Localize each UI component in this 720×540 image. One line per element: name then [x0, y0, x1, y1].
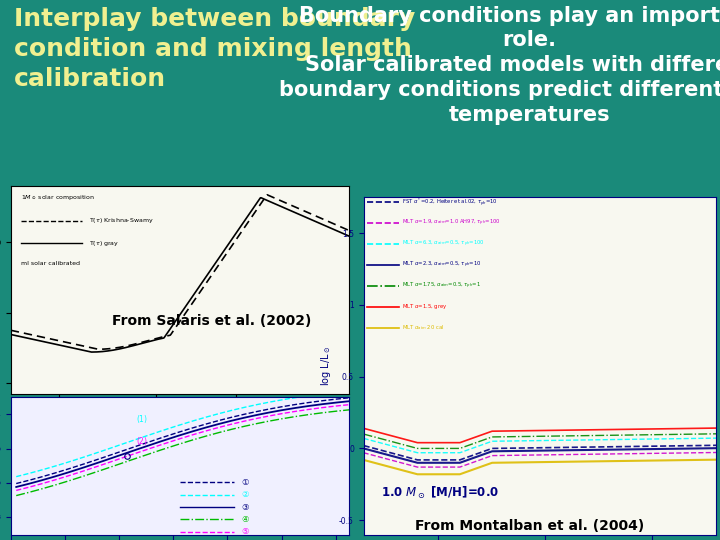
Text: 1.0 $M_\odot$ [M/H]=0.0: 1.0 $M_\odot$ [M/H]=0.0 — [382, 485, 500, 501]
Text: $1M_\odot$ solar composition: $1M_\odot$ solar composition — [21, 193, 94, 201]
Text: Interplay between boundary
condition and mixing length
calibration: Interplay between boundary condition and… — [14, 8, 415, 91]
Text: From Montalban et al. (2004): From Montalban et al. (2004) — [415, 519, 644, 534]
Text: ④: ④ — [241, 515, 248, 524]
Text: ml solar calibrated: ml solar calibrated — [21, 261, 80, 266]
Text: From Salaris et al. (2002): From Salaris et al. (2002) — [112, 314, 312, 328]
Text: MLT $\alpha$=1.75, $\alpha_{atm}$=0.5, $\tau_{ph}$=1: MLT $\alpha$=1.75, $\alpha_{atm}$=0.5, $… — [402, 281, 482, 291]
Text: MLT $\alpha$=6.3, $\alpha_{atm}$=0.5, $\tau_{ph}$=100: MLT $\alpha$=6.3, $\alpha_{atm}$=0.5, $\… — [402, 239, 485, 249]
Text: Boundary conditions play an important
role.
Solar calibrated models with differe: Boundary conditions play an important ro… — [279, 5, 720, 125]
Text: $\it{(2)}$: $\it{(2)}$ — [136, 435, 148, 448]
Text: T($\tau$) Krishna-Swamy: T($\tau$) Krishna-Swamy — [89, 216, 153, 225]
Text: MLT $\alpha$=1.9, $\alpha_{atm}$=1.0 AH97, $\tau_{ph}$=100: MLT $\alpha$=1.9, $\alpha_{atm}$=1.0 AH9… — [402, 218, 501, 228]
Text: ②: ② — [241, 490, 248, 499]
Text: ①: ① — [241, 478, 248, 487]
X-axis label: log$(T_{eff})$: log$(T_{eff})$ — [163, 415, 197, 428]
Text: MLT $\alpha$=1.5, grey: MLT $\alpha$=1.5, grey — [402, 302, 448, 311]
Text: FST $\alpha^*$=0.2, Heiter et al.02, $\tau_{ph}$=10: FST $\alpha^*$=0.2, Heiter et al.02, $\t… — [402, 197, 498, 208]
Text: MLT $\alpha$=2.3, $\alpha_{atm}$=0.5, $\tau_{ph}$=10: MLT $\alpha$=2.3, $\alpha_{atm}$=0.5, $\… — [402, 260, 482, 270]
Text: T($\tau$) gray: T($\tau$) gray — [89, 239, 119, 248]
Text: $\it{(1)}$: $\it{(1)}$ — [136, 414, 148, 426]
Text: MLT $\alpha_{atm}$ 20 cal: MLT $\alpha_{atm}$ 20 cal — [402, 323, 445, 332]
Text: ⑤: ⑤ — [241, 528, 248, 536]
Text: ③: ③ — [241, 503, 248, 511]
Y-axis label: log L/L$_\odot$: log L/L$_\odot$ — [320, 346, 333, 386]
